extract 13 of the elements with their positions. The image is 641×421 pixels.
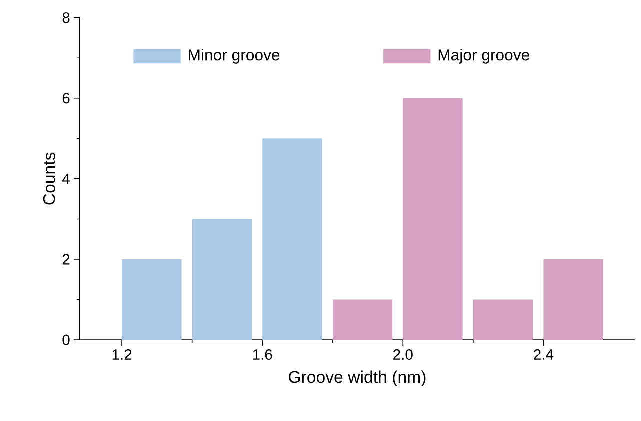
x-tick-label: 2.4 (534, 349, 554, 360)
y-tick-label: 4 (62, 174, 70, 184)
legend-label: Minor groove (189, 48, 280, 64)
y-tick-label: 8 (62, 12, 70, 23)
x-tick-label: 2.0 (394, 349, 413, 360)
legend-label: Major groove (438, 48, 530, 64)
x-tick-label: 1.6 (253, 349, 272, 360)
y-tick-label: 0 (62, 334, 70, 346)
x-axis-title: Groove width (nm) (289, 370, 426, 386)
y-tick-label: 6 (62, 92, 70, 104)
y-tick-label: 2 (62, 254, 70, 265)
x-tick-label: 1.2 (112, 349, 132, 360)
y-axis-title: Counts (43, 152, 56, 205)
